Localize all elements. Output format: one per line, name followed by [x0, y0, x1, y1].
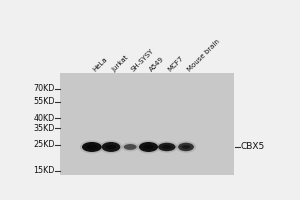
Text: 25KD: 25KD — [33, 140, 55, 149]
Ellipse shape — [100, 140, 122, 154]
Ellipse shape — [137, 140, 160, 154]
Text: A549: A549 — [148, 56, 166, 73]
Text: HeLa: HeLa — [92, 56, 109, 73]
Bar — [60, 73, 234, 175]
Ellipse shape — [102, 142, 120, 152]
Ellipse shape — [158, 143, 175, 151]
Text: Mouse brain: Mouse brain — [186, 38, 220, 73]
Ellipse shape — [156, 141, 178, 153]
Ellipse shape — [124, 144, 136, 150]
Ellipse shape — [178, 143, 194, 151]
Text: 35KD: 35KD — [33, 124, 55, 133]
Text: 15KD: 15KD — [33, 166, 55, 175]
Ellipse shape — [182, 145, 190, 149]
Ellipse shape — [86, 145, 97, 149]
Text: 40KD: 40KD — [33, 114, 55, 123]
Ellipse shape — [122, 143, 139, 151]
Text: SH-SYSY: SH-SYSY — [130, 47, 155, 73]
Text: Jurkat: Jurkat — [111, 54, 130, 73]
Text: MCF7: MCF7 — [167, 55, 185, 73]
Ellipse shape — [82, 142, 102, 152]
Ellipse shape — [176, 141, 196, 153]
Ellipse shape — [80, 140, 104, 154]
Ellipse shape — [143, 145, 154, 149]
Text: CBX5: CBX5 — [241, 142, 265, 151]
Text: 55KD: 55KD — [33, 97, 55, 106]
Ellipse shape — [139, 142, 158, 152]
Ellipse shape — [162, 145, 172, 149]
Ellipse shape — [106, 145, 116, 149]
Text: 70KD: 70KD — [33, 84, 55, 93]
